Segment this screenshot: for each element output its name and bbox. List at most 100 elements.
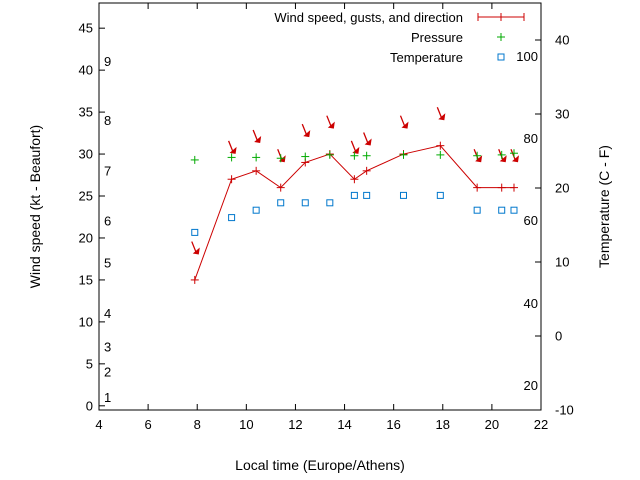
temperature-point — [326, 199, 334, 207]
wind-direction-arrow — [227, 140, 237, 154]
temperature-point — [301, 199, 309, 207]
wind-direction-arrow — [350, 140, 360, 154]
x-tick-label: 20 — [485, 417, 499, 432]
beaufort-label: 2 — [104, 365, 111, 380]
x-axis-title: Local time (Europe/Athens) — [235, 457, 405, 473]
pressure-point — [350, 151, 359, 160]
wind-speed-point — [436, 141, 445, 150]
legend-swatch-wind-marker — [497, 13, 505, 21]
temperature-point — [228, 214, 236, 222]
x-tick-label: 10 — [239, 417, 253, 432]
beaufort-label: 6 — [104, 214, 111, 229]
x-tick-label: 16 — [386, 417, 400, 432]
beaufort-label: 5 — [104, 256, 111, 271]
pressure-point — [436, 150, 445, 159]
pressure-point — [509, 149, 518, 158]
y2-tick-label: 0 — [555, 329, 562, 344]
y2-tick-label: 40 — [555, 33, 569, 48]
beaufort-label: 4 — [104, 306, 111, 321]
pressure-point — [252, 153, 261, 162]
y2-tick-label: -10 — [555, 403, 574, 418]
beaufort-label: 9 — [104, 54, 111, 69]
wind-speed-point — [252, 166, 261, 175]
legend-swatch-pressure — [497, 33, 505, 41]
fahrenheit-label: 40 — [524, 296, 538, 311]
wind-direction-arrow — [510, 149, 519, 163]
wind-direction-arrow — [436, 107, 446, 121]
x-tick-label: 18 — [436, 417, 450, 432]
y2-axis-title: Temperature (C - F) — [596, 145, 612, 268]
fahrenheit-label: 20 — [524, 378, 538, 393]
wind-direction-arrow — [363, 132, 372, 146]
wind-speed-line — [194, 145, 514, 281]
pressure-point — [399, 150, 408, 159]
y-tick-label: 10 — [79, 314, 93, 329]
beaufort-label: 1 — [104, 390, 111, 405]
legend-label-pressure: Pressure — [411, 30, 463, 45]
wind-speed-point — [276, 183, 285, 192]
wind-speed-point — [190, 275, 199, 284]
y-tick-label: 5 — [86, 356, 93, 371]
wind-speed-point — [362, 166, 371, 175]
fahrenheit-label: 80 — [524, 131, 538, 146]
fahrenheit-label: 60 — [524, 213, 538, 228]
wind-direction-arrow — [301, 123, 311, 138]
wind-direction-arrow — [326, 115, 335, 129]
fahrenheit-label: 100 — [516, 49, 538, 64]
y-axis-title: Wind speed (kt - Beaufort) — [27, 125, 43, 288]
y-tick-label: 25 — [79, 189, 93, 204]
y2-tick-label: 20 — [555, 181, 569, 196]
temperature-point — [498, 206, 506, 214]
wind-speed-point — [473, 183, 482, 192]
temperature-point — [277, 199, 285, 207]
wind-speed-point — [227, 175, 236, 184]
wind-direction-arrow — [191, 241, 200, 255]
pressure-point — [473, 151, 482, 160]
y-tick-label: 30 — [79, 147, 93, 162]
temperature-point — [252, 206, 260, 214]
pressure-point — [227, 153, 236, 162]
temperature-point — [191, 228, 199, 236]
wind-speed-point — [509, 183, 518, 192]
x-tick-label: 22 — [534, 417, 548, 432]
temperature-point — [510, 206, 518, 214]
legend-label-wind: Wind speed, gusts, and direction — [274, 10, 463, 25]
pressure-point — [325, 150, 334, 159]
wind-direction-arrow — [498, 149, 507, 163]
beaufort-label: 8 — [104, 113, 111, 128]
x-tick-label: 12 — [288, 417, 302, 432]
temperature-point — [436, 191, 444, 199]
pressure-point — [362, 151, 371, 160]
pressure-point — [497, 150, 506, 159]
temperature-point — [363, 191, 371, 199]
y-tick-label: 15 — [79, 272, 93, 287]
wind-speed-point — [350, 175, 359, 184]
pressure-point — [276, 154, 285, 163]
legend-swatch-temperature — [497, 53, 505, 61]
x-tick-label: 8 — [194, 417, 201, 432]
temperature-point — [473, 206, 481, 214]
y2-tick-label: 10 — [555, 255, 569, 270]
y-tick-label: 0 — [86, 398, 93, 413]
temperature-point — [350, 191, 358, 199]
beaufort-label: 7 — [104, 163, 111, 178]
y-tick-label: 20 — [79, 230, 93, 245]
x-tick-label: 4 — [95, 417, 102, 432]
y-tick-label: 45 — [79, 21, 93, 36]
wind-direction-arrow — [399, 115, 409, 129]
legend-label-temperature: Temperature — [390, 50, 463, 65]
x-tick-label: 14 — [337, 417, 351, 432]
plot-frame — [98, 2, 542, 411]
beaufort-label: 3 — [104, 340, 111, 355]
y-tick-label: 35 — [79, 105, 93, 120]
y-tick-label: 40 — [79, 63, 93, 78]
pressure-point — [190, 155, 199, 164]
wind-direction-arrow — [252, 129, 262, 143]
x-tick-label: 6 — [144, 417, 151, 432]
wind-direction-arrow — [277, 149, 286, 163]
y2-tick-label: 30 — [555, 107, 569, 122]
pressure-point — [301, 152, 310, 161]
temperature-point — [399, 191, 407, 199]
